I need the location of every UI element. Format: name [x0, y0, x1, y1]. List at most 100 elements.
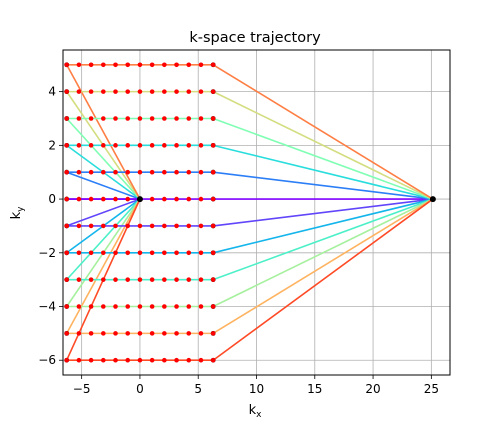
sample-point: [64, 357, 69, 363]
sample-point: [88, 223, 94, 229]
x-ticks: −5 0 5 10 15 20 25: [73, 375, 439, 396]
x-tick-label: 20: [365, 382, 380, 396]
sample-point: [186, 89, 192, 94]
sample-point: [125, 169, 131, 175]
trajectory-line-ky=5: [65, 64, 434, 200]
sample-point: [162, 250, 167, 256]
sample-point: [149, 331, 155, 336]
sample-point: [198, 62, 204, 68]
trajectory-line-ky=1: [66, 171, 433, 200]
sample-point: [88, 250, 94, 256]
sample-point: [125, 304, 131, 309]
sample-point: [76, 277, 82, 282]
sample-point: [76, 62, 82, 68]
sample-point: [186, 196, 192, 202]
y-axis-label-main: k: [9, 211, 24, 219]
sample-point: [174, 196, 179, 202]
sample-point: [64, 331, 69, 336]
sample-point: [101, 250, 106, 256]
sample-point: [101, 223, 106, 229]
sample-point: [210, 143, 216, 148]
sample-point: [64, 304, 69, 309]
sample-point: [162, 62, 167, 68]
sample-point: [113, 357, 118, 363]
sample-point: [101, 62, 106, 68]
sample-point: [76, 143, 82, 148]
sample-point: [149, 357, 155, 363]
sample-point: [186, 62, 192, 68]
sample-point: [113, 89, 118, 94]
sample-point: [198, 116, 204, 121]
sample-point: [137, 116, 143, 121]
sample-point: [198, 89, 204, 94]
x-axis-label: kx: [249, 403, 263, 420]
sample-point: [174, 250, 179, 256]
sample-point: [137, 357, 143, 363]
sample-point: [64, 223, 69, 229]
sample-point: [125, 143, 131, 148]
sample-point: [76, 304, 82, 309]
y-tick-label: −2: [38, 246, 56, 260]
sample-point: [149, 196, 155, 202]
rewinder-point: [429, 196, 436, 203]
x-axis-label-main: k: [249, 403, 257, 418]
sample-point: [174, 62, 179, 68]
sample-point: [113, 223, 118, 229]
sample-point: [88, 89, 94, 94]
sample-point: [76, 250, 82, 256]
sample-point: [174, 89, 179, 94]
x-tick-label: 25: [424, 382, 439, 396]
sample-point: [149, 143, 155, 148]
sample-point: [149, 250, 155, 256]
sample-point: [162, 357, 167, 363]
sample-point: [125, 196, 131, 202]
sample-point: [88, 357, 94, 363]
sample-point: [186, 143, 192, 148]
sample-point: [174, 304, 179, 309]
sample-point: [149, 62, 155, 68]
sample-point: [210, 116, 216, 121]
sample-point: [113, 250, 118, 256]
sample-point: [125, 223, 131, 229]
x-tick-label: 15: [307, 382, 322, 396]
sample-point: [210, 62, 216, 68]
sample-point: [210, 250, 216, 256]
sample-point: [76, 169, 82, 175]
sample-point: [149, 223, 155, 229]
sample-point: [137, 89, 143, 94]
sample-point: [64, 62, 69, 68]
sample-point: [210, 277, 216, 282]
trajectory-line-ky=3: [66, 117, 434, 200]
sample-point: [162, 143, 167, 148]
sample-point: [162, 196, 167, 202]
y-tick-label: 0: [48, 192, 56, 206]
chart-title: k-space trajectory: [189, 30, 321, 46]
sample-point: [113, 62, 118, 68]
sample-point: [113, 143, 118, 148]
sample-point: [101, 277, 106, 282]
sample-point: [137, 304, 143, 309]
sample-point: [76, 331, 82, 336]
sample-point: [125, 116, 131, 121]
sample-point: [125, 89, 131, 94]
sample-point: [174, 223, 179, 229]
sample-points: [64, 62, 436, 363]
sample-point: [101, 116, 106, 121]
sample-point: [101, 357, 106, 363]
sample-point: [186, 169, 192, 175]
sample-point: [162, 89, 167, 94]
sample-point: [101, 89, 106, 94]
sample-point: [113, 116, 118, 121]
sample-point: [198, 304, 204, 309]
sample-point: [88, 143, 94, 148]
sample-point: [76, 89, 82, 94]
sample-point: [125, 277, 131, 282]
sample-point: [88, 62, 94, 68]
sample-point: [198, 196, 204, 202]
sample-point: [174, 357, 179, 363]
sample-point: [137, 169, 143, 175]
sample-point: [64, 116, 69, 121]
sample-point: [149, 277, 155, 282]
trajectory-series: [65, 64, 434, 361]
